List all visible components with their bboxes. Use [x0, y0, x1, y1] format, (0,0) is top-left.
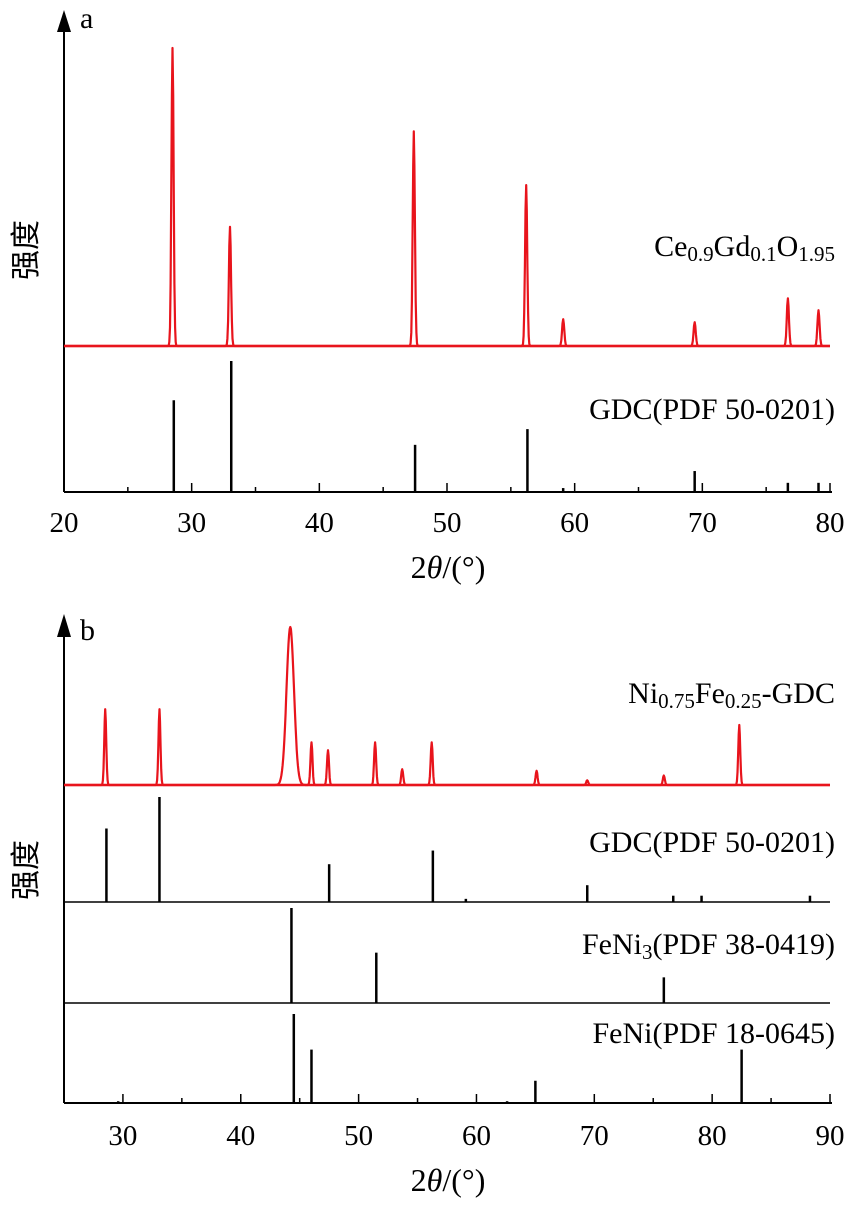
panel-a-measured-label: Ce0.9Gd0.1O1.95 — [654, 230, 835, 266]
x-tick-label: 70 — [688, 507, 717, 539]
reference-pattern — [172, 361, 820, 492]
panel-a-y-label: 强度 — [9, 220, 44, 280]
x-tick-label: 50 — [433, 507, 462, 539]
panel-a-gdc-label: GDC(PDF 50-0201) — [589, 393, 835, 426]
reference-pattern — [105, 797, 812, 902]
panel-b-measured-pattern — [63, 625, 831, 787]
x-tick-label: 40 — [226, 1120, 255, 1152]
panel-b-feni-label: FeNi(PDF 18-0645) — [592, 1017, 835, 1050]
panel-b-gdc-label: GDC(PDF 50-0201) — [589, 826, 835, 859]
x-tick-label: 50 — [344, 1120, 373, 1152]
x-tick-label: 70 — [580, 1120, 609, 1152]
measured-line — [63, 46, 831, 348]
x-tick-label: 30 — [108, 1120, 137, 1152]
panel-b-measured-label: Ni0.75Fe0.25-GDC — [628, 677, 835, 713]
x-tick-label: 80 — [698, 1120, 727, 1152]
panel-a: a 强度 20 30 40 50 60 70 80 Ce0.9Gd0.1O1.95 GDC(… — [9, 2, 845, 585]
x-tick-label: 60 — [462, 1120, 491, 1152]
x-tick-label: 90 — [816, 1120, 845, 1152]
x-tick-label: 60 — [560, 507, 589, 539]
panel-b: b 强度 30 40 50 60 70 80 90 Ni0.75Fe0.25-GDC GDC… — [9, 614, 845, 1198]
panel-b-y-label: 强度 — [9, 840, 44, 900]
panel-a-x-title: 2θ/(°) — [411, 549, 486, 585]
panel-a-ticks: 20 30 40 50 60 70 80 — [50, 483, 845, 539]
panel-a-measured-pattern — [63, 46, 831, 348]
panel-b-y-axis-arrow — [57, 614, 71, 637]
x-tick-label: 20 — [50, 507, 79, 539]
panel-b-x-title: 2θ/(°) — [411, 1162, 486, 1198]
panel-b-ticks: 30 40 50 60 70 80 90 — [63, 1094, 845, 1152]
x-tick-label: 30 — [177, 507, 206, 539]
panel-b-feni3-label: FeNi3(PDF 38-0419) — [582, 928, 835, 964]
reference-pattern — [290, 908, 666, 1003]
x-tick-label: 40 — [305, 507, 334, 539]
panel-b-letter: b — [80, 614, 95, 647]
panel-a-letter: a — [80, 2, 93, 35]
panel-b-reference-sticks — [105, 797, 812, 1103]
x-tick-label: 80 — [816, 507, 845, 539]
panel-a-reference-sticks — [172, 361, 820, 492]
reference-pattern — [116, 1014, 743, 1103]
panel-a-y-axis-arrow — [57, 10, 71, 32]
